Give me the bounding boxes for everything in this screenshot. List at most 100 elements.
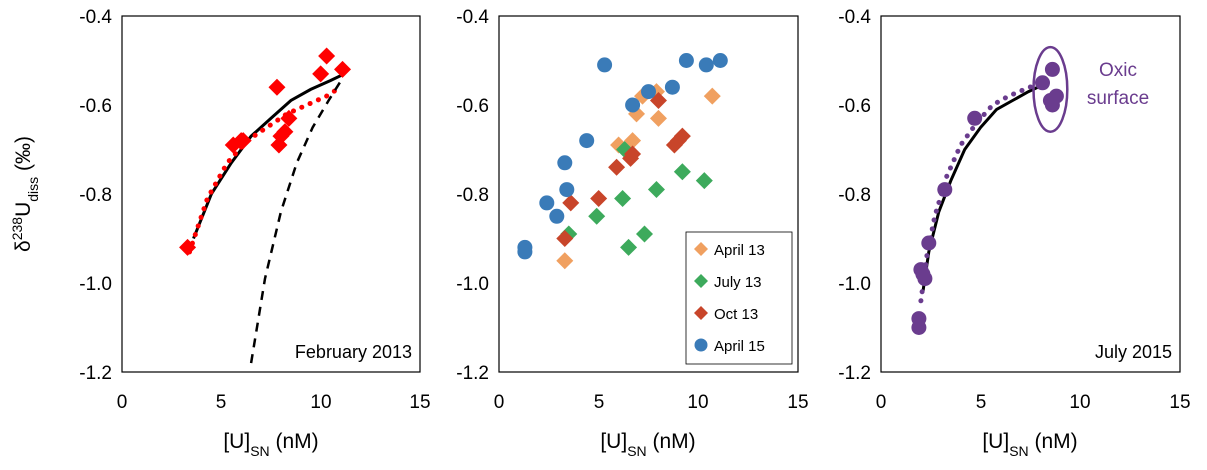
data-point bbox=[967, 110, 983, 126]
y-tick-label: -1.2 bbox=[456, 363, 489, 384]
legend-marker-april-13 bbox=[694, 242, 708, 256]
x-axis-title: [U]SN (nM) bbox=[600, 430, 695, 459]
data-point bbox=[698, 57, 714, 73]
legend-marker-july-13 bbox=[694, 274, 708, 288]
x-tick-label: 0 bbox=[876, 392, 887, 413]
x-tick-label: 10 bbox=[1069, 392, 1090, 413]
fit-curve-dashed bbox=[249, 77, 344, 364]
y-tick-label: -0.6 bbox=[838, 96, 871, 117]
y-tick-labels: -0.4 -0.6 -0.8 -1.0 -1.2 bbox=[79, 7, 112, 384]
data-point bbox=[678, 53, 694, 68]
data-point bbox=[608, 158, 626, 176]
x-tick-label: 10 bbox=[310, 392, 331, 413]
legend-label: April 13 bbox=[714, 242, 765, 259]
x-tick-label: 15 bbox=[409, 392, 430, 413]
data-point bbox=[1048, 88, 1064, 104]
data-point bbox=[556, 252, 574, 270]
fit-curve-solid bbox=[192, 72, 346, 240]
data-point bbox=[517, 244, 533, 260]
y-tick-label: -1.2 bbox=[79, 363, 112, 384]
y-tick-label: -0.8 bbox=[456, 185, 489, 206]
data-point bbox=[539, 195, 555, 211]
data-point bbox=[549, 208, 565, 224]
x-tick-label: 10 bbox=[687, 392, 708, 413]
data-point bbox=[557, 155, 573, 171]
y-tick-label: -1.0 bbox=[838, 274, 871, 295]
legend-marker-april-15 bbox=[694, 338, 708, 352]
legend-label: July 13 bbox=[714, 274, 762, 291]
data-point bbox=[280, 109, 298, 127]
legend-label: April 15 bbox=[714, 338, 765, 355]
data-points bbox=[517, 53, 728, 270]
data-point bbox=[1044, 61, 1060, 77]
fit-curve-solid bbox=[921, 83, 1044, 293]
fit-curves bbox=[187, 72, 346, 364]
data-point bbox=[268, 78, 286, 96]
data-point bbox=[695, 172, 713, 190]
x-tick-label: 0 bbox=[117, 392, 128, 413]
data-point bbox=[917, 271, 933, 287]
data-points bbox=[911, 61, 1064, 335]
x-tick-label: 15 bbox=[787, 392, 808, 413]
data-point bbox=[276, 123, 294, 141]
x-tick-label: 5 bbox=[976, 392, 987, 413]
y-tick-labels: -0.4 -0.6 -0.8 -1.0 -1.2 bbox=[838, 7, 871, 384]
y-tick-label: -0.8 bbox=[79, 185, 112, 206]
x-tick-label: 5 bbox=[216, 392, 227, 413]
annotation-oxic: Oxic bbox=[1099, 60, 1137, 81]
data-point bbox=[624, 145, 642, 163]
data-point bbox=[625, 97, 641, 113]
data-point bbox=[712, 53, 728, 68]
plot-frame bbox=[880, 15, 1181, 373]
data-point bbox=[588, 207, 606, 225]
data-point bbox=[649, 109, 667, 127]
plot-frame bbox=[121, 15, 421, 373]
data-point bbox=[334, 60, 352, 78]
y-tick-label: -0.8 bbox=[838, 185, 871, 206]
legend-marker-oct-13 bbox=[694, 306, 708, 320]
y-tick-label: -1.0 bbox=[456, 274, 489, 295]
panel-label: July 2015 bbox=[1095, 342, 1172, 362]
data-point bbox=[921, 235, 937, 251]
data-point bbox=[590, 189, 608, 207]
fit-curve-dotted bbox=[187, 84, 343, 255]
data-point bbox=[647, 181, 665, 199]
data-point bbox=[579, 133, 595, 149]
data-point bbox=[234, 132, 252, 150]
y-axis-title: δ238Udiss (‰) bbox=[9, 136, 41, 252]
oxic-surface-highlight bbox=[1032, 45, 1069, 133]
x-tick-label: 0 bbox=[494, 392, 505, 413]
data-point bbox=[664, 79, 680, 95]
y-tick-label: -0.4 bbox=[838, 7, 871, 28]
y-tick-label: -1.0 bbox=[79, 274, 112, 295]
x-axis-title: [U]SN (nM) bbox=[223, 430, 318, 459]
panel-multi-date: -0.4 -0.6 -0.8 -1.0 -1.2 0 5 10 15 [U]SN… bbox=[456, 7, 808, 459]
data-point bbox=[641, 84, 656, 100]
y-tick-label: -0.4 bbox=[79, 7, 112, 28]
x-tick-labels: 0 5 10 15 bbox=[117, 392, 431, 413]
legend-entry: July 13 bbox=[694, 274, 762, 291]
data-point bbox=[1035, 75, 1050, 91]
data-point bbox=[312, 65, 330, 83]
plot-frame bbox=[498, 15, 799, 373]
legend-entry: Oct 13 bbox=[694, 306, 758, 323]
data-point bbox=[673, 127, 691, 145]
legend: April 13 July 13 Oct 13 April 15 bbox=[685, 231, 793, 365]
x-axis-title: [U]SN (nM) bbox=[982, 430, 1077, 459]
x-tick-labels: 0 5 10 15 bbox=[494, 392, 809, 413]
y-tick-labels: -0.4 -0.6 -0.8 -1.0 -1.2 bbox=[456, 7, 489, 384]
data-point bbox=[703, 87, 721, 105]
x-tick-label: 5 bbox=[594, 392, 605, 413]
y-tick-label: -0.6 bbox=[79, 96, 112, 117]
legend-entry: April 15 bbox=[694, 338, 765, 355]
data-point bbox=[562, 194, 580, 212]
data-point bbox=[673, 163, 691, 181]
data-point bbox=[620, 238, 638, 256]
x-tick-label: 15 bbox=[1169, 392, 1190, 413]
data-point bbox=[318, 47, 336, 65]
data-point bbox=[597, 57, 613, 73]
y-tick-label: -0.4 bbox=[456, 7, 489, 28]
annotation-surface: surface bbox=[1087, 88, 1149, 109]
